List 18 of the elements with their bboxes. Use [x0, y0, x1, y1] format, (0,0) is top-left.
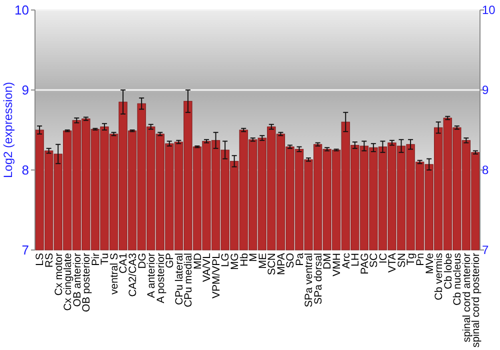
- x-tick-label: DG: [136, 253, 148, 269]
- y2-tick-label: 8: [482, 163, 489, 178]
- y2-tick-label: 7: [482, 243, 489, 258]
- x-tick-label: MVe: [424, 252, 436, 274]
- y-tick-label: 9: [22, 82, 29, 98]
- y-axis-title: Log2 (expression): [1, 82, 15, 178]
- y2-tick-label: 10: [482, 3, 496, 18]
- y-tick-label: 8: [22, 162, 29, 178]
- x-tick-label: DM: [322, 253, 334, 270]
- x-tick-label: spinal cord posterior: [470, 252, 482, 348]
- x-tick-label: SPa dorsal: [312, 253, 324, 304]
- x-tick-label: Cb lobe: [442, 252, 454, 290]
- x-tick-label: Hb: [238, 252, 250, 266]
- y-tick-label: 10: [14, 2, 29, 18]
- y2-tick-label: 9: [482, 83, 489, 98]
- x-tick-label: GP: [164, 253, 176, 268]
- x-tick-label: Tg: [405, 252, 418, 266]
- y-tick-label: 7: [22, 242, 29, 258]
